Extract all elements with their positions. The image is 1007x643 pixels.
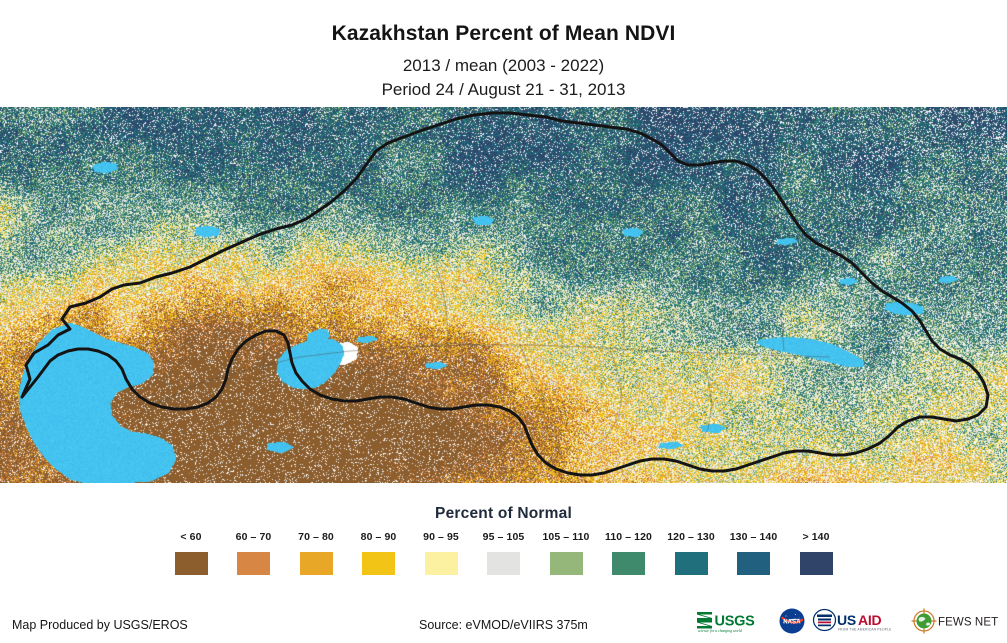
svg-text:NASA: NASA xyxy=(783,620,801,626)
legend-item-swatch xyxy=(237,552,270,575)
usaid-logo: US AID FROM THE AMERICAN PEOPLE xyxy=(812,608,904,634)
usgs-logo: USGS science for a changing world xyxy=(696,608,772,634)
legend-item: 60 – 70 xyxy=(222,531,285,575)
nasa-logo: NASA xyxy=(779,608,805,634)
legend-item: 110 – 120 xyxy=(597,531,660,575)
legend-item-swatch xyxy=(174,552,208,575)
legend-item-label: < 60 xyxy=(180,531,202,543)
subtitle-period-comparison: 2013 / mean (2003 - 2022) xyxy=(402,56,605,76)
legend-item-swatch xyxy=(799,552,833,575)
subtitle-period-date: Period 24 / August 21 - 31, 2013 xyxy=(381,79,626,99)
legend-item: 70 – 80 xyxy=(285,531,348,575)
svg-text:FROM THE AMERICAN PEOPLE: FROM THE AMERICAN PEOPLE xyxy=(838,628,892,632)
credit-source: Source: eVMOD/eVIIRS 375m xyxy=(419,618,588,632)
legend-item-label: 80 – 90 xyxy=(360,531,397,543)
legend-item-label: 70 – 80 xyxy=(298,531,334,543)
legend-item: 90 – 95 xyxy=(410,531,473,575)
svg-text:AID: AID xyxy=(858,612,882,628)
svg-text:US: US xyxy=(837,612,856,628)
legend-item-label: 60 – 70 xyxy=(235,531,272,543)
svg-text:USGS: USGS xyxy=(715,614,756,630)
legend-item-label: > 140 xyxy=(802,531,830,543)
legend-item-swatch xyxy=(737,552,770,575)
ndvi-map[interactable] xyxy=(0,107,1007,483)
legend-item-swatch xyxy=(362,552,395,575)
legend-item-swatch xyxy=(487,552,520,575)
map-boundaries-overlay xyxy=(20,111,990,477)
country-border-kazakhstan xyxy=(20,111,990,477)
legend-item: > 140 xyxy=(785,531,848,575)
legend-item: 80 – 90 xyxy=(347,531,410,575)
page-title: Kazakhstan Percent of Mean NDVI xyxy=(331,22,676,45)
credit-produced-by: Map Produced by USGS/EROS xyxy=(12,618,188,632)
legend-item: 105 – 110 xyxy=(535,531,598,575)
legend-item-label: 90 – 95 xyxy=(423,531,459,543)
legend-item-swatch xyxy=(299,552,333,575)
svg-text:FEWS NET: FEWS NET xyxy=(938,617,998,629)
legend-item-label: 130 – 140 xyxy=(729,531,778,543)
map-legend: Percent of Normal < 60 60 – 70 70 – 80 80 –… xyxy=(0,483,1007,598)
legend-item-label: 120 – 130 xyxy=(667,531,715,543)
legend-item: 130 – 140 xyxy=(722,531,785,575)
legend-item: 95 – 105 xyxy=(472,531,535,575)
legend-title: Percent of Normal xyxy=(435,505,572,522)
legend-items: < 60 60 – 70 70 – 80 80 – 90 90 – 95 95 – 105… xyxy=(0,531,1007,575)
legend-item-swatch xyxy=(549,552,583,575)
map-footer: Map Produced by USGS/EROS Source: eVMOD/… xyxy=(0,598,1007,643)
legend-item-swatch xyxy=(612,552,645,575)
legend-item-label: 105 – 110 xyxy=(542,531,590,543)
legend-item: < 60 xyxy=(160,531,223,575)
map-header: Kazakhstan Percent of Mean NDVI 2013 / m… xyxy=(0,0,1007,107)
svg-text:science for a changing world: science for a changing world xyxy=(698,629,742,633)
fewsnet-logo: FEWS NET xyxy=(911,608,1003,634)
partner-logos: USGS science for a changing world NASA xyxy=(696,608,1003,634)
legend-item-label: 95 – 105 xyxy=(482,531,525,543)
ndvi-raster-canvas[interactable] xyxy=(0,107,1007,483)
legend-item: 120 – 130 xyxy=(660,531,723,575)
legend-item-swatch xyxy=(424,552,458,575)
legend-item-label: 110 – 120 xyxy=(604,531,653,543)
legend-item-swatch xyxy=(674,552,708,575)
